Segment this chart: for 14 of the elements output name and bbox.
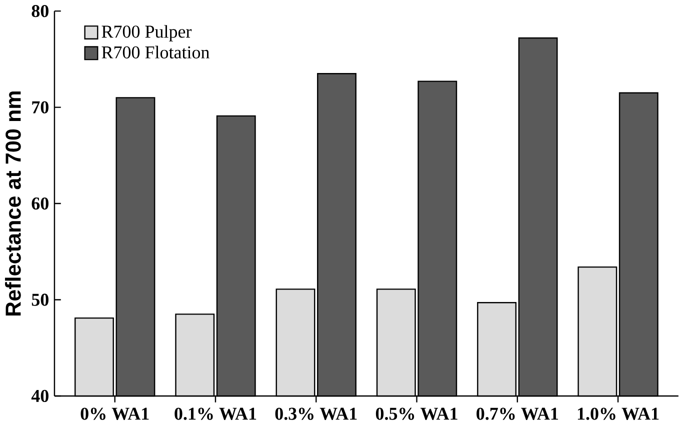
x-tick-label: 0% WA1 [80,408,149,420]
x-tick-label: 0.7% WA1 [476,408,558,420]
x-tick-label: 0.3% WA1 [275,408,357,420]
y-axis-title: Reflectance at 700 nm [5,91,21,316]
y-tick-label: 50 [32,294,48,306]
x-tick-label: 1.0% WA1 [578,408,659,420]
legend-label: R700 Flotation [102,46,210,58]
x-tick-label: 0.5% WA1 [376,408,458,420]
y-tick-label: 40 [31,390,48,402]
x-tick-label: 0.1% WA1 [174,408,256,420]
y-tick-label: 70 [32,101,48,114]
legend-label: R700 Pulper [102,25,192,42]
y-tick-label: 60 [32,197,48,210]
y-tick-label: 80 [32,5,48,18]
